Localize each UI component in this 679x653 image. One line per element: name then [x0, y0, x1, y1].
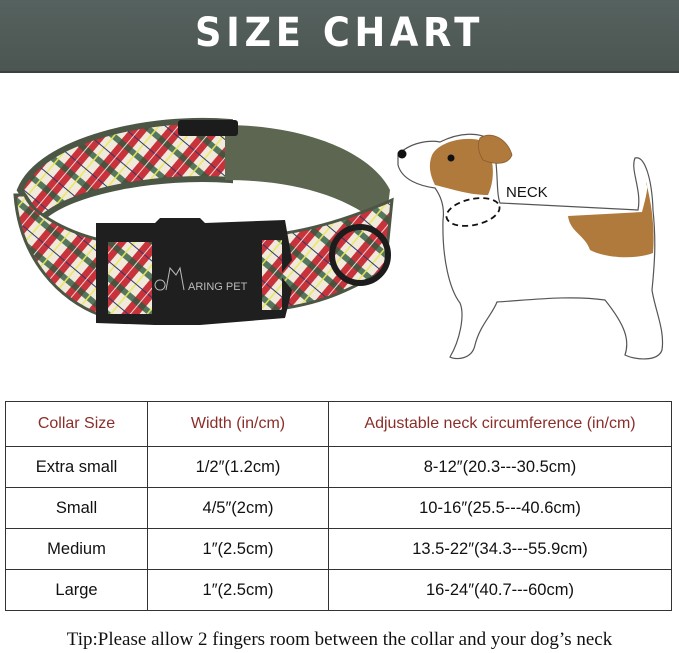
d-ring — [329, 224, 391, 286]
collar-image: ARING PET — [13, 117, 394, 325]
neck-measure-loop — [445, 197, 501, 227]
dog-eye — [447, 154, 455, 162]
dog-illustration: NECK — [397, 133, 664, 360]
header-width: Width (in/cm) — [147, 401, 329, 447]
neck-label: NECK — [506, 184, 548, 201]
table-row: Medium 1″(2.5cm) 13.5-22″(34.3---55.9cm) — [5, 528, 672, 570]
cell-size: Medium — [5, 528, 148, 570]
cell-width: 1″(2.5cm) — [147, 569, 329, 611]
cell-neck: 8-12″(20.3---30.5cm) — [328, 446, 672, 488]
header-collar-size: Collar Size — [5, 401, 148, 447]
back-patch — [568, 182, 654, 258]
cell-width: 1/2″(1.2cm) — [147, 446, 329, 488]
table-header-row: Collar Size Width (in/cm) Adjustable nec… — [5, 401, 672, 447]
fit-tip: Tip:Please allow 2 fingers room between … — [66, 629, 613, 650]
collar-band-inner — [225, 125, 390, 230]
cell-width: 4/5″(2cm) — [147, 487, 329, 529]
collar-band-front — [13, 193, 102, 318]
cell-size: Small — [5, 487, 148, 529]
table-row: Large 1″(2.5cm) 16-24″(40.7---60cm) — [5, 569, 672, 611]
cell-neck: 16-24″(40.7---60cm) — [328, 569, 672, 611]
size-table: Collar Size Width (in/cm) Adjustable nec… — [5, 401, 672, 611]
cell-size: Extra small — [5, 446, 148, 488]
table-row: Small 4/5″(2cm) 10-16″(25.5---40.6cm) — [5, 487, 672, 529]
dog-nose — [397, 149, 407, 159]
cell-neck: 13.5-22″(34.3---55.9cm) — [328, 528, 672, 570]
table-row: Extra small 1/2″(1.2cm) 8-12″(20.3---30.… — [5, 446, 672, 488]
head-patch — [429, 138, 493, 195]
page-title: SIZE CHART — [195, 10, 484, 56]
title-banner: SIZE CHART — [0, 0, 679, 73]
cell-neck: 10-16″(25.5---40.6cm) — [328, 487, 672, 529]
brand-logo: ARING PET — [188, 281, 248, 293]
cell-width: 1″(2.5cm) — [147, 528, 329, 570]
cell-size: Large — [5, 569, 148, 611]
ear — [477, 134, 513, 164]
header-neck-circumference: Adjustable neck circumference (in/cm) — [328, 401, 672, 447]
